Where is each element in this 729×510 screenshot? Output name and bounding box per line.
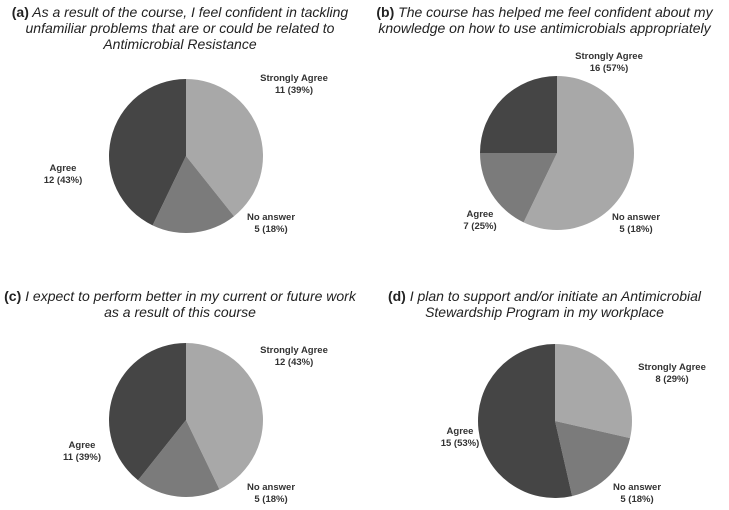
panel-a-title: (a) As a result of the course, I feel co… [0, 4, 360, 52]
pie-chart-a [109, 79, 263, 233]
pie-slice-strongly-agree [186, 79, 263, 217]
slice-label-agree: Agree 12 (43%) [43, 163, 83, 186]
pie-slice-no-answer [137, 420, 220, 497]
panel-d-title-text: I plan to support and/or initiate an Ant… [409, 288, 702, 320]
pie-chart-d [477, 344, 632, 498]
panel-d-label: (d) [387, 288, 406, 304]
panel-c-label: (c) [4, 288, 22, 304]
slice-label-strongly-agree: Strongly Agree 12 (43%) [260, 345, 328, 368]
pie-slice-no-answer [152, 156, 235, 233]
panel-a-title-text: As a result of the course, I feel confid… [25, 4, 349, 52]
pie-slice-no-answer [555, 421, 631, 497]
panel-b-title: (b) The course has helped me feel confid… [372, 4, 717, 36]
panel-c-title: (c) I expect to perform better in my cur… [0, 288, 360, 320]
slice-label-strongly-agree: Strongly Agree 11 (39%) [260, 73, 328, 96]
slice-label-agree: Agree 11 (39%) [62, 440, 102, 463]
panel-c-title-text: I expect to perform better in my current… [25, 288, 356, 320]
slice-label-strongly-agree: Strongly Agree 16 (57%) [575, 51, 643, 74]
slice-label-strongly-agree: Strongly Agree 8 (29%) [638, 362, 706, 385]
slice-label-agree: Agree 7 (25%) [463, 209, 497, 232]
pie-slice-no-answer [480, 153, 557, 223]
panel-d-title: (d) I plan to support and/or initiate an… [372, 288, 717, 320]
slice-label-agree: Agree 15 (53%) [440, 426, 480, 449]
slice-label-no-answer: No answer 5 (18%) [246, 482, 296, 505]
pie-chart-c [109, 343, 263, 497]
pie-slice-agree [477, 344, 573, 498]
pie-slice-strongly-agree [523, 76, 635, 230]
pie-slice-strongly-agree [186, 343, 263, 490]
panel-b-title-text: The course has helped me feel confident … [378, 4, 713, 36]
pie-slice-strongly-agree [555, 344, 632, 439]
panel-a-label: (a) [11, 4, 29, 20]
pie-slice-agree [480, 76, 557, 153]
slice-label-no-answer: No answer 5 (18%) [246, 212, 296, 235]
panel-b-label: (b) [376, 4, 395, 20]
slice-label-no-answer: No answer 5 (18%) [612, 482, 662, 505]
slice-label-no-answer: No answer 5 (18%) [611, 212, 661, 235]
pie-slice-agree [109, 343, 186, 481]
pie-chart-b [480, 76, 635, 230]
pie-slice-agree [109, 79, 186, 226]
